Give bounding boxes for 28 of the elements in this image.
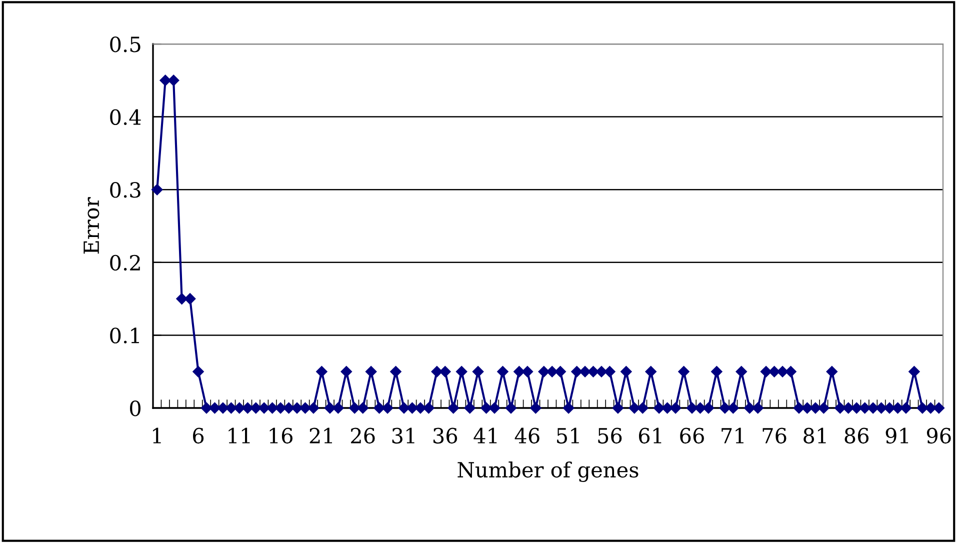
x-tick-label: 66 xyxy=(680,428,704,444)
y-tick-label: 0.3 xyxy=(110,182,140,198)
x-tick-label: 41 xyxy=(474,428,497,444)
x-tick-label: 76 xyxy=(762,428,786,444)
x-tick-label: 86 xyxy=(844,428,869,444)
y-tick-label: 0.4 xyxy=(110,109,141,126)
x-tick-label: 61 xyxy=(639,428,662,444)
x-tick-label: 51 xyxy=(557,428,579,444)
x-tick-label: 96 xyxy=(926,428,951,444)
y-tick-label: 0.2 xyxy=(110,254,140,271)
x-tick-label: 31 xyxy=(392,428,414,444)
x-axis-title: Number of genes xyxy=(458,461,638,482)
x-tick-label: 16 xyxy=(270,428,292,444)
x-tick-label: 1 xyxy=(153,428,161,444)
x-tick-label: 36 xyxy=(433,428,458,444)
x-tick-label: 91 xyxy=(886,428,908,444)
x-tick-label: 26 xyxy=(351,428,375,444)
x-tick-label: 81 xyxy=(804,428,826,444)
y-axis-title: Error xyxy=(84,197,100,254)
y-tick-label: 0.1 xyxy=(110,328,139,344)
y-tick-label: 0 xyxy=(130,400,141,416)
x-tick-label: 6 xyxy=(193,428,204,444)
x-tick-label: 56 xyxy=(598,428,622,444)
x-tick-label: 71 xyxy=(722,428,744,444)
x-tick-label: 11 xyxy=(228,428,250,444)
y-tick-label: 0.5 xyxy=(110,36,140,52)
x-tick-label: 46 xyxy=(514,428,540,444)
x-tick-label: 21 xyxy=(310,428,332,444)
